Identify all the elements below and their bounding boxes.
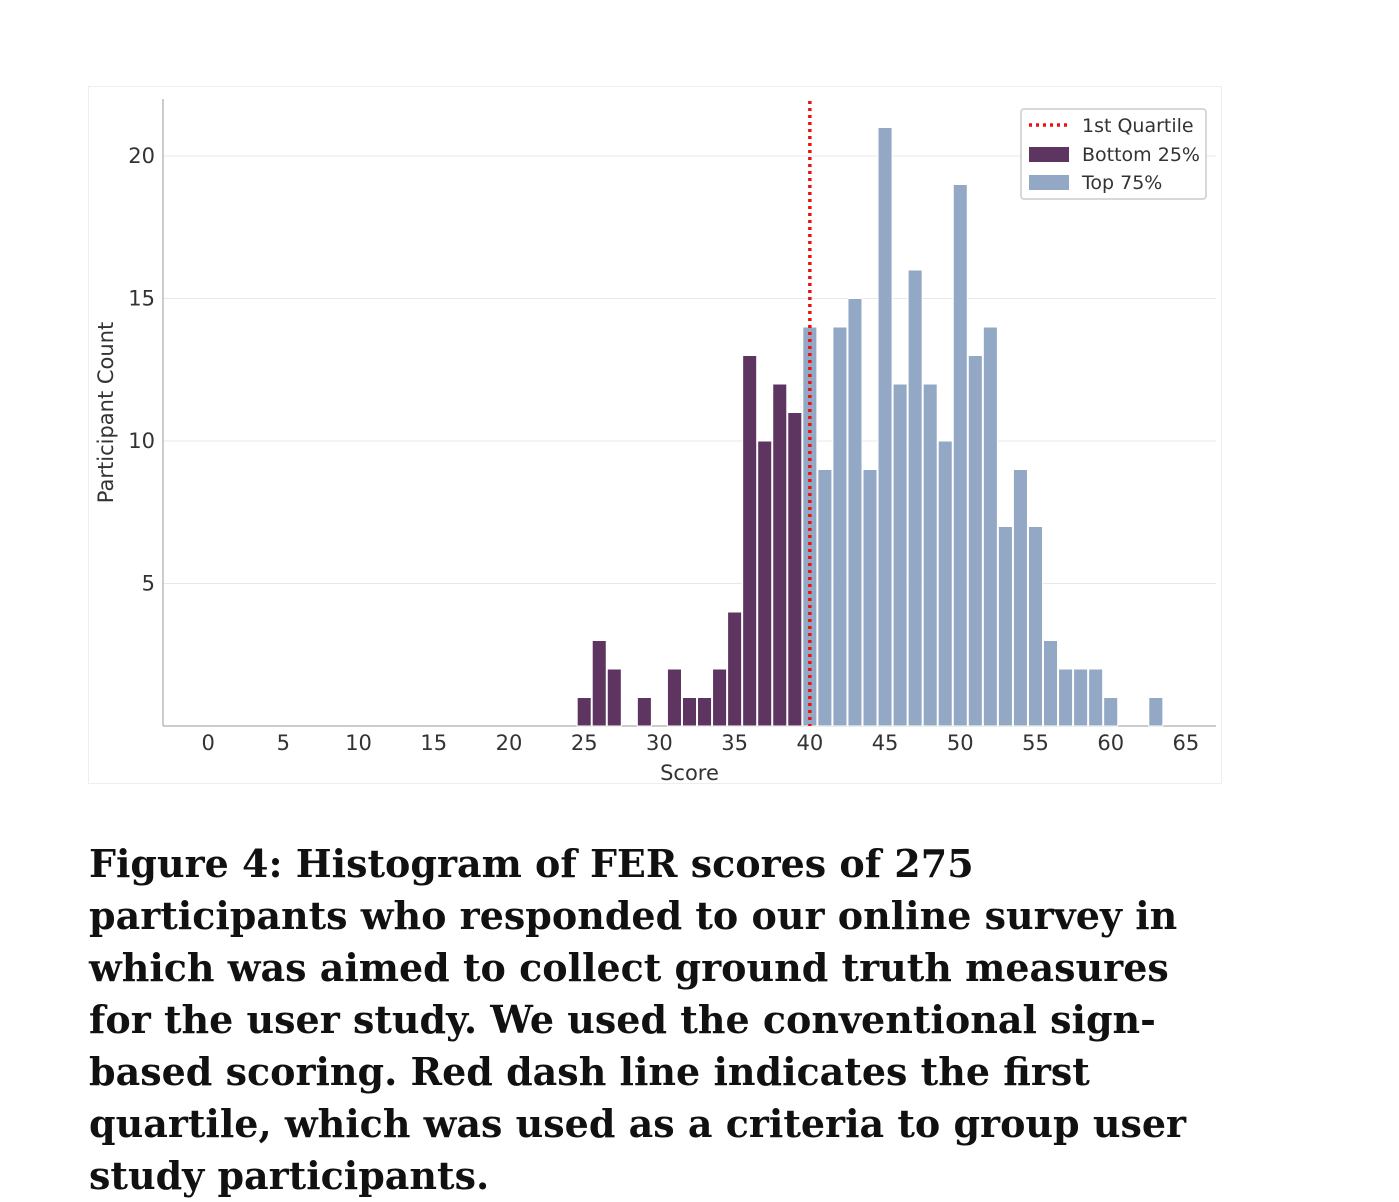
bar-bottom-25 [576, 697, 592, 727]
x-tick-label: 40 [796, 731, 823, 755]
legend-swatch-bottom-25 [1029, 147, 1069, 162]
figure-caption: Figure 4: Histogram of FER scores of 275… [89, 841, 1187, 1198]
x-tick-label: 65 [1173, 731, 1200, 755]
bar-top-75 [1012, 469, 1028, 727]
y-tick-label: 10 [128, 429, 155, 453]
legend-label-top-75: Top 75% [1081, 172, 1162, 194]
grid-lines [163, 155, 1216, 584]
bar-top-75 [982, 326, 998, 727]
bar-top-75 [997, 526, 1013, 727]
x-tick-label: 10 [345, 731, 372, 755]
bar-top-75 [892, 383, 908, 727]
bar-top-75 [877, 127, 893, 727]
y-axis-label: Participant Count [94, 322, 118, 503]
tick-labels: 5 10 15 20 0 5 10 15 20 25 30 35 40 45 50 55 60 65 [128, 144, 1199, 755]
legend-label-quartile: 1st Quartile [1082, 115, 1194, 137]
bar-bottom-25 [787, 412, 803, 727]
bar-top-75 [862, 469, 878, 727]
legend-swatch-top-75 [1029, 175, 1069, 190]
bar-top-75 [952, 184, 968, 727]
bar-bottom-25 [666, 668, 682, 727]
bar-top-75 [847, 298, 863, 727]
y-tick-label: 20 [128, 144, 155, 168]
bar-top-75 [832, 326, 848, 727]
bar-bottom-25 [681, 697, 698, 727]
bar-bottom-25 [757, 440, 773, 727]
bar-top-75 [817, 469, 833, 727]
x-tick-label: 35 [721, 731, 748, 755]
bar-bottom-25 [727, 611, 743, 727]
bar-bottom-25 [606, 668, 622, 727]
bar-bottom-25 [697, 697, 713, 727]
bar-top-75 [967, 355, 983, 727]
bar-bottom-25 [712, 668, 728, 727]
legend: 1st Quartile Bottom 25% Top 75% [1020, 108, 1207, 200]
bar-top-75 [922, 383, 938, 727]
bar-top-75 [1058, 668, 1074, 727]
x-tick-label: 60 [1097, 731, 1124, 755]
bar-top-75 [1088, 668, 1104, 727]
bar-bottom-25 [636, 697, 652, 727]
bar-bottom-25 [772, 383, 788, 727]
x-tick-label: 55 [1022, 731, 1049, 755]
x-tick-label: 5 [277, 731, 290, 755]
x-tick-label: 45 [872, 731, 899, 755]
y-tick-label: 5 [142, 572, 155, 596]
legend-label-bottom-25: Bottom 25% [1082, 144, 1200, 166]
bar-top-75 [1103, 697, 1119, 727]
bar-top-75 [907, 269, 923, 727]
bar-bottom-25 [742, 355, 758, 727]
x-tick-label: 20 [496, 731, 523, 755]
x-tick-label: 25 [571, 731, 598, 755]
bar-top-75 [1027, 526, 1044, 727]
x-tick-label: 30 [646, 731, 673, 755]
bar-bottom-25 [591, 640, 607, 727]
bar-top-75 [802, 326, 818, 727]
x-tick-label: 0 [201, 731, 214, 755]
x-axis-label: Score [660, 761, 719, 785]
figure-frame: 5 10 15 20 0 5 10 15 20 25 30 35 40 45 50 55 60 65 Score … [88, 86, 1222, 785]
y-tick-label: 15 [128, 287, 155, 311]
bar-top-75 [1148, 697, 1164, 727]
x-tick-label: 15 [420, 731, 447, 755]
bar-top-75 [937, 440, 953, 727]
bar-top-75 [1073, 668, 1089, 727]
x-tick-label: 50 [947, 731, 974, 755]
bars [576, 101, 1164, 727]
bar-top-75 [1043, 640, 1059, 727]
